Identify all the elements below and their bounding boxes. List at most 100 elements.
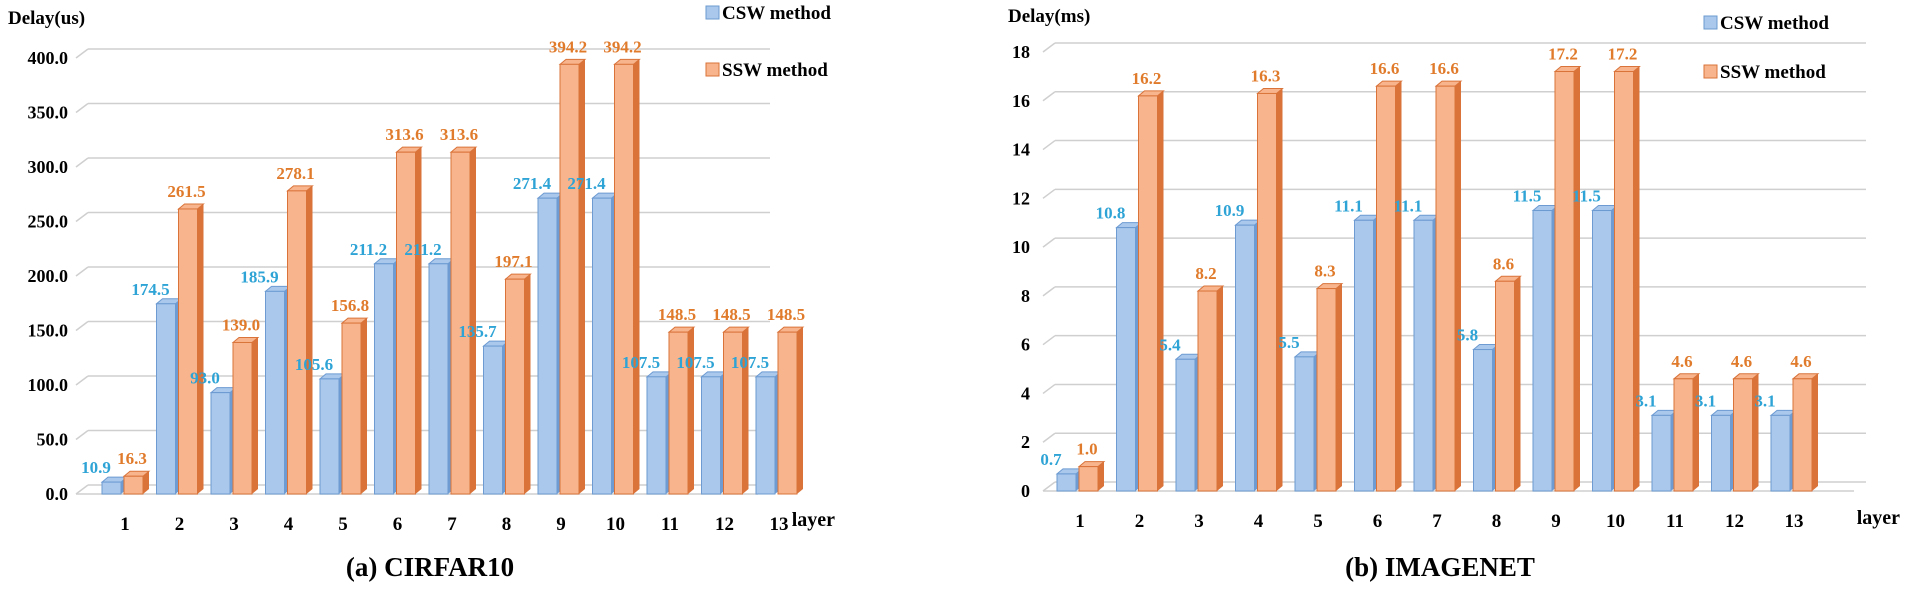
- y-axis-title: Delay(us): [8, 8, 85, 29]
- bar-csw: [1174, 353, 1203, 492]
- data-label-ssw: 8.2: [1195, 264, 1216, 283]
- bar-side: [579, 59, 585, 495]
- data-label-ssw: 394.2: [603, 37, 641, 56]
- x-tick-label: 8: [1492, 511, 1502, 532]
- bar-ssw: [1791, 373, 1820, 492]
- data-label-ssw: 148.5: [712, 305, 750, 324]
- bar-side: [1633, 66, 1640, 491]
- bar-side: [1098, 461, 1104, 491]
- bar-front: [156, 303, 176, 495]
- bar-front: [1294, 356, 1315, 492]
- x-tick-label: 1: [1075, 511, 1085, 532]
- bar-front: [1792, 378, 1813, 492]
- data-label-csw: 211.2: [404, 240, 441, 259]
- bar-front: [1673, 378, 1694, 492]
- bar-ssw: [1553, 66, 1582, 492]
- gridline-edge: [1042, 42, 1056, 53]
- bar-csw: [591, 192, 619, 495]
- bar-csw: [100, 476, 129, 495]
- bar-front: [1554, 71, 1575, 492]
- bar-ssw: [613, 58, 641, 495]
- data-label-csw: 3.1: [1635, 391, 1656, 410]
- bar-side: [197, 203, 204, 494]
- bar-csw: [209, 387, 238, 495]
- bar-csw: [1591, 205, 1619, 492]
- bar-ssw: [1613, 66, 1641, 492]
- bar-ssw: [122, 470, 151, 495]
- x-tick-label: 9: [1551, 511, 1561, 532]
- x-axis-title: layer: [1857, 507, 1900, 529]
- x-tick-label: 12: [715, 514, 734, 535]
- bar-side: [1752, 373, 1759, 491]
- bar-csw: [700, 371, 728, 495]
- bar-front: [101, 481, 122, 495]
- bar-front: [210, 392, 231, 495]
- data-label-ssw: 1.0: [1076, 440, 1097, 459]
- x-tick-label: 1: [120, 514, 130, 535]
- bar-side: [1812, 373, 1818, 491]
- data-label-csw: 271.4: [567, 174, 606, 193]
- data-label-ssw: 4.6: [1731, 352, 1752, 371]
- bar-csw: [318, 373, 347, 495]
- y-tick-label: 0: [1021, 481, 1030, 501]
- gridline-edge: [1042, 432, 1056, 443]
- data-label-ssw: 148.5: [767, 305, 805, 324]
- x-tick-label: 5: [338, 514, 348, 535]
- bar-side: [1574, 66, 1580, 491]
- bar-csw: [1293, 351, 1322, 492]
- bar-ssw: [1137, 90, 1165, 492]
- gridline-edge: [1042, 286, 1056, 297]
- bar-csw: [645, 371, 674, 495]
- y-axis-title: Delay(ms): [1008, 6, 1090, 27]
- y-tick-label: 150.0: [28, 321, 69, 341]
- bar-front: [123, 475, 144, 495]
- data-label-csw: 11.1: [1394, 196, 1423, 215]
- data-label-csw: 3.1: [1754, 391, 1775, 410]
- y-tick-label: 16: [1012, 91, 1030, 111]
- x-tick-label: 7: [447, 514, 457, 535]
- x-tick-label: 3: [229, 514, 239, 535]
- bar-ssw: [1494, 275, 1522, 492]
- gridline-edge: [1042, 335, 1056, 346]
- bar-side: [1514, 276, 1521, 491]
- bar-ssw: [449, 146, 478, 495]
- gridline-edge: [1042, 237, 1056, 248]
- bar-side: [143, 471, 149, 494]
- bar-front: [701, 376, 721, 495]
- y-tick-label: 18: [1012, 42, 1030, 62]
- bar-front: [1711, 414, 1731, 492]
- bar-side: [361, 318, 367, 494]
- bar-front: [1376, 85, 1396, 492]
- data-label-ssw: 4.6: [1790, 352, 1811, 371]
- bar-ssw: [1434, 80, 1463, 492]
- data-label-ssw: 16.2: [1132, 69, 1162, 88]
- x-axis-title: layer: [792, 509, 835, 531]
- x-tick-label: 3: [1194, 511, 1204, 532]
- y-tick-label: 6: [1021, 335, 1030, 355]
- bar-front: [668, 331, 689, 495]
- bar-front: [265, 290, 285, 495]
- bar-front: [1435, 85, 1456, 492]
- bar-ssw: [1315, 283, 1344, 492]
- bar-front: [1413, 219, 1434, 492]
- data-label-csw: 5.4: [1159, 335, 1181, 354]
- bar-side: [306, 185, 313, 494]
- y-tick-label: 0.0: [46, 484, 69, 504]
- x-tick-label: 7: [1432, 511, 1442, 532]
- data-label-ssw: 16.3: [117, 449, 147, 468]
- bar-front: [614, 63, 634, 495]
- bar-csw: [1115, 222, 1143, 492]
- legend-label-csw: CSW method: [1720, 13, 1829, 34]
- bar-csw: [754, 371, 783, 495]
- bar-csw: [373, 258, 401, 495]
- bar-front: [1316, 288, 1337, 492]
- bar-front: [1056, 473, 1077, 492]
- chart-caption: (b) IMAGENET: [1345, 552, 1535, 582]
- bar-ssw: [667, 326, 696, 495]
- bar-side: [1157, 90, 1164, 492]
- data-label-csw: 105.6: [295, 355, 333, 374]
- y-tick-label: 50.0: [37, 430, 69, 450]
- bar-front: [1532, 210, 1553, 492]
- bar-csw: [1055, 468, 1084, 492]
